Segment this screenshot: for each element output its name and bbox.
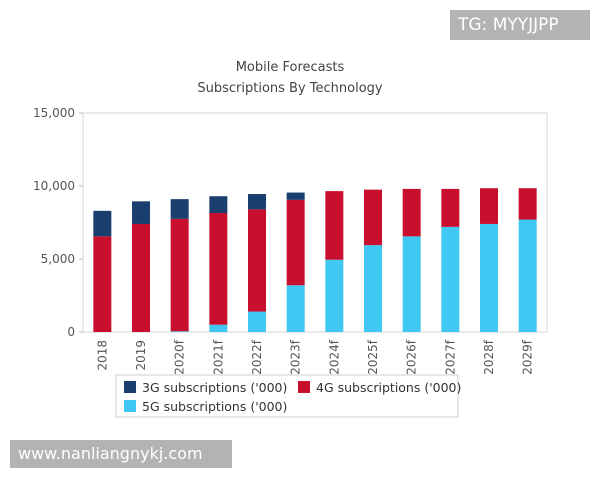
bar-segment xyxy=(480,223,498,332)
bar-segment xyxy=(93,236,112,332)
bar-segment xyxy=(93,210,112,237)
legend-label: 3G subscriptions ('000) xyxy=(142,380,287,395)
bar-segment xyxy=(364,245,382,332)
bar-segment xyxy=(441,226,460,332)
y-axis: 0 5,000 10,000 15,000 xyxy=(33,106,83,339)
legend-label: 5G subscriptions ('000) xyxy=(142,399,287,414)
x-tick-label: 2022f xyxy=(250,339,264,375)
x-tick-label: 2021f xyxy=(211,339,225,375)
x-tick-label: 2020f xyxy=(173,339,187,375)
bar-segment xyxy=(286,285,305,332)
legend-swatch xyxy=(124,400,136,412)
bar-segment xyxy=(286,192,305,200)
legend-swatch xyxy=(124,381,136,393)
bar-segment xyxy=(248,311,266,332)
bar-segment xyxy=(402,188,421,237)
bar-segment xyxy=(402,236,421,332)
bar-segment xyxy=(518,219,537,332)
legend-swatch xyxy=(298,381,310,393)
y-tick-label: 10,000 xyxy=(33,179,75,193)
legend-box xyxy=(115,374,459,418)
bar-segment xyxy=(209,213,228,325)
x-tick-label: 2018 xyxy=(95,340,109,371)
bar-segment xyxy=(325,259,344,332)
x-tick-label: 2024f xyxy=(327,339,341,375)
x-axis: 2018 2019 2020f 2021f 2022f 2023f 2024f 2025f 20… xyxy=(95,339,534,375)
bar-segment xyxy=(364,189,382,246)
legend-label: 4G subscriptions ('000) xyxy=(316,380,461,395)
chart-title: Mobile Forecasts xyxy=(236,60,345,75)
bar-segment xyxy=(325,191,344,260)
bar-segment xyxy=(132,223,150,332)
bar-segment xyxy=(480,188,498,224)
bar-segment xyxy=(248,194,266,210)
x-tick-label: 2025f xyxy=(366,339,380,375)
x-tick-label: 2027f xyxy=(443,339,457,375)
x-tick-label: 2026f xyxy=(405,339,419,375)
bar-segment xyxy=(132,201,150,224)
x-tick-label: 2028f xyxy=(482,339,496,375)
bar-segment xyxy=(209,196,228,214)
bar-segment xyxy=(170,199,189,219)
bar-segment xyxy=(209,324,228,332)
plot-area-frame xyxy=(82,112,548,333)
y-tick-label: 0 xyxy=(67,325,75,339)
bar-segment xyxy=(170,331,189,332)
y-tick-label: 15,000 xyxy=(33,106,75,120)
bar-segment xyxy=(518,188,537,220)
chart-subtitle: Subscriptions By Technology xyxy=(197,81,383,96)
x-tick-label: 2023f xyxy=(289,339,303,375)
bar-segment xyxy=(441,188,460,227)
bar-segment xyxy=(248,209,266,312)
watermark-bottom: www.nanliangnykj.com xyxy=(10,440,232,468)
bar-segment xyxy=(286,199,305,286)
legend: 3G subscriptions ('000) 4G subscriptions … xyxy=(115,374,461,418)
x-tick-label: 2029f xyxy=(521,339,535,375)
x-tick-label: 2019 xyxy=(134,340,148,371)
bars-group xyxy=(93,188,537,332)
watermark-top: TG: MYYJJPP xyxy=(450,10,590,40)
y-tick-label: 5,000 xyxy=(41,252,75,266)
bar-segment xyxy=(170,218,189,332)
